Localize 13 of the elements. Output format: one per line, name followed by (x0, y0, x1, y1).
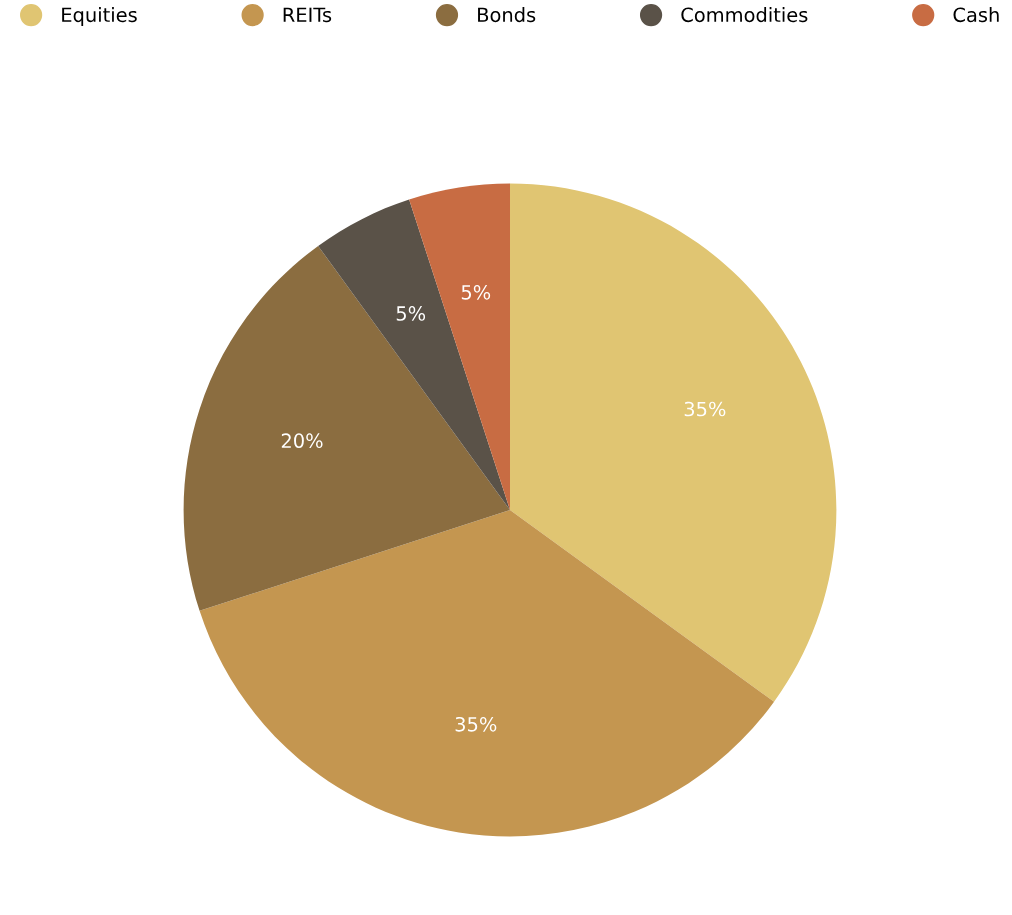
data-label: 35% (455, 716, 497, 732)
data-label: 35% (684, 401, 726, 417)
legend-label: REITs (283, 7, 332, 23)
data-label: 5% (396, 306, 426, 321)
legend-label: Equities (62, 7, 137, 26)
data-label: 5% (461, 284, 491, 300)
legend-label: Cash (953, 7, 999, 23)
pie-slice (183, 245, 510, 611)
data-label: 20% (281, 433, 323, 449)
pie-slice (510, 183, 837, 702)
pie-slice (199, 510, 775, 837)
legend-label: Bonds (478, 7, 536, 23)
legend-label: Commodities (681, 7, 808, 23)
